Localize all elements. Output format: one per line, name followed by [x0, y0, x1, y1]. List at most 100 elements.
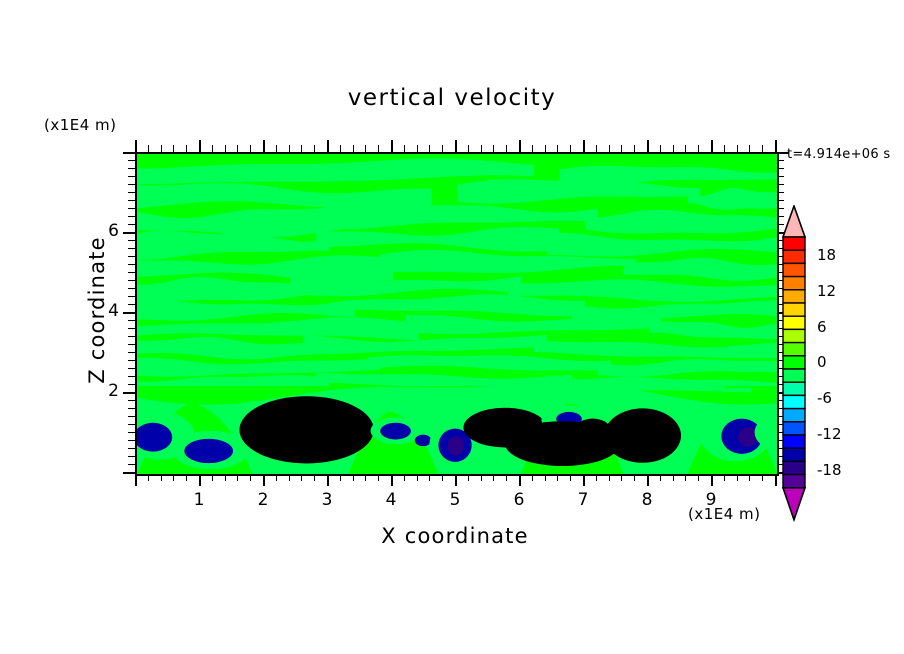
- axis-tick: [128, 192, 135, 193]
- axis-tick: [777, 168, 784, 169]
- axis-tick: [595, 145, 597, 152]
- axis-tick: [123, 472, 135, 474]
- axis-tick: [173, 474, 175, 481]
- axis-tick: [160, 145, 162, 152]
- x-tick-label: 3: [321, 490, 333, 510]
- axis-tick: [762, 145, 764, 152]
- axis-tick: [339, 145, 341, 152]
- axis-tick: [429, 145, 431, 152]
- axis-tick: [608, 474, 610, 481]
- axis-tick: [777, 272, 784, 273]
- axis-tick: [777, 296, 784, 297]
- axis-tick: [777, 192, 784, 193]
- axis-tick: [352, 474, 354, 481]
- axis-tick: [519, 140, 521, 152]
- y-tick-label: 6: [108, 221, 119, 241]
- axis-tick: [480, 145, 482, 152]
- axis-tick: [135, 474, 137, 486]
- axis-tick: [777, 288, 784, 289]
- colorbar-gradient: [781, 205, 807, 523]
- axis-tick: [128, 400, 135, 401]
- axis-tick: [352, 145, 354, 152]
- axis-tick: [583, 140, 585, 152]
- axis-tick: [544, 474, 546, 481]
- axis-tick: [608, 145, 610, 152]
- axis-tick: [659, 145, 661, 152]
- axis-tick: [339, 474, 341, 481]
- axis-tick: [634, 145, 636, 152]
- axis-tick: [128, 304, 135, 305]
- x-tick-label: 2: [257, 490, 269, 510]
- axis-tick: [128, 216, 135, 217]
- axis-tick: [211, 145, 213, 152]
- axis-tick: [777, 184, 784, 185]
- axis-tick: [777, 464, 784, 465]
- axis-tick: [685, 474, 687, 481]
- axis-tick: [621, 474, 623, 481]
- axis-tick: [672, 145, 674, 152]
- axis-tick: [777, 280, 784, 281]
- axis-tick: [777, 360, 784, 361]
- axis-tick: [128, 352, 135, 353]
- axis-tick: [128, 280, 135, 281]
- colorbar-tick-label: -6: [817, 389, 832, 408]
- axis-tick: [378, 474, 380, 481]
- axis-tick: [365, 474, 367, 481]
- axis-tick: [777, 352, 784, 353]
- axis-tick: [777, 400, 784, 401]
- axis-tick: [391, 140, 393, 152]
- axis-tick: [135, 140, 137, 152]
- axis-tick: [777, 216, 784, 217]
- axis-tick: [128, 448, 135, 449]
- axis-tick: [378, 145, 380, 152]
- axis-tick: [275, 474, 277, 481]
- axis-tick: [749, 474, 751, 481]
- axis-tick: [403, 145, 405, 152]
- axis-tick: [128, 176, 135, 177]
- axis-tick: [199, 474, 201, 486]
- axis-tick: [777, 424, 784, 425]
- axis-tick: [557, 145, 559, 152]
- axis-tick: [777, 264, 784, 265]
- y-tick-label: 4: [108, 301, 119, 321]
- axis-tick: [128, 200, 135, 201]
- axis-tick: [365, 145, 367, 152]
- colorbar-tick-label: -12: [817, 425, 842, 444]
- axis-tick: [224, 145, 226, 152]
- axis-tick: [186, 145, 188, 152]
- axis-tick: [123, 232, 135, 234]
- axis-tick: [777, 344, 784, 345]
- axis-tick: [128, 416, 135, 417]
- axis-tick: [749, 145, 751, 152]
- axis-tick: [186, 474, 188, 481]
- axis-tick: [777, 152, 789, 154]
- axis-tick: [557, 474, 559, 481]
- colorbar: 18 12 6 0 -6 -12 -18: [781, 205, 842, 524]
- axis-tick: [777, 336, 784, 337]
- axis-tick: [237, 145, 239, 152]
- axis-tick: [288, 474, 290, 481]
- axis-tick: [128, 224, 135, 225]
- axis-tick: [128, 264, 135, 265]
- axis-tick: [128, 328, 135, 329]
- axis-tick: [128, 440, 135, 441]
- x-tick-label: 5: [449, 490, 461, 510]
- y-tick-label: 2: [108, 381, 119, 401]
- axis-tick: [314, 145, 316, 152]
- colorbar-tick-label: -18: [817, 460, 842, 479]
- axis-tick: [685, 145, 687, 152]
- axis-tick: [647, 140, 649, 152]
- axis-tick: [128, 296, 135, 297]
- axis-tick: [128, 456, 135, 457]
- axis-tick: [250, 474, 252, 481]
- x-axis-unit-label: (x1E4 m): [688, 505, 761, 523]
- axis-tick: [123, 392, 135, 394]
- axis-tick: [128, 184, 135, 185]
- axis-tick: [777, 208, 784, 209]
- axis-tick: [467, 145, 469, 152]
- page-title: vertical velocity: [347, 85, 557, 111]
- axis-tick: [777, 440, 784, 441]
- axis-tick: [659, 474, 661, 481]
- axis-tick: [211, 474, 213, 481]
- axis-tick: [777, 448, 784, 449]
